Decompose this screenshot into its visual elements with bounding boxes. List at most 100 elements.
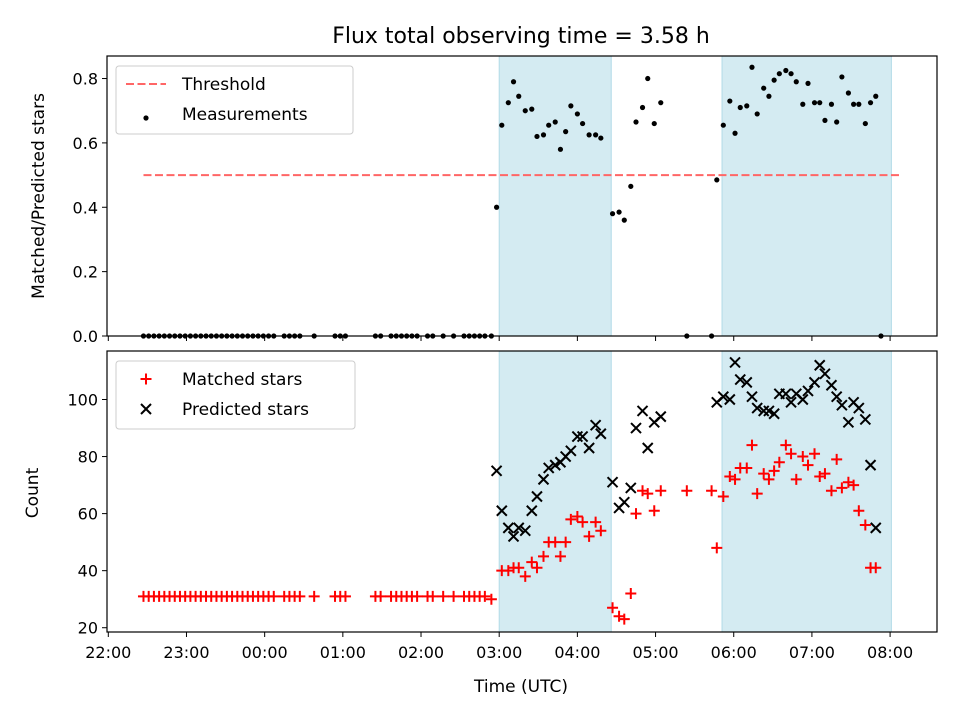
x-tick-label: 22:00 bbox=[85, 643, 131, 662]
y-tick-label: 20 bbox=[78, 619, 98, 638]
measurement-point bbox=[609, 211, 616, 217]
measurement-point bbox=[579, 120, 586, 127]
measurement-point bbox=[505, 100, 511, 106]
predicted-star-point bbox=[519, 525, 531, 537]
y-tick-label: 0.4 bbox=[73, 198, 98, 217]
legend-label: Matched stars bbox=[182, 370, 302, 390]
matched-star-point bbox=[729, 473, 741, 485]
measurement-point bbox=[586, 132, 592, 138]
matched-star-point bbox=[427, 590, 439, 602]
measurement-point bbox=[851, 101, 857, 107]
matched-star-point bbox=[485, 593, 497, 605]
measurement-point bbox=[552, 119, 558, 125]
matched-star-point bbox=[790, 473, 802, 485]
measurement-point bbox=[811, 100, 818, 106]
legend-box bbox=[115, 360, 356, 430]
measurement-point bbox=[856, 101, 862, 107]
matched-star-point bbox=[836, 482, 848, 494]
matched-star-point bbox=[513, 562, 525, 574]
matched-star-point bbox=[549, 536, 561, 548]
measurement-point bbox=[720, 122, 726, 128]
measurement-point bbox=[557, 146, 564, 152]
predicted-star-point bbox=[513, 522, 525, 534]
measurement-point bbox=[714, 177, 720, 183]
matched-star-point bbox=[780, 439, 792, 451]
matched-star-point bbox=[768, 465, 780, 477]
measurement-point bbox=[621, 217, 627, 223]
measurement-point bbox=[737, 104, 743, 111]
chart-layer: 0.0 0.2 0.4 0.6 0.8 Threshold Measurements 20 40… bbox=[67, 55, 938, 662]
matched-star-point bbox=[519, 570, 531, 582]
x-tick-label: 04:00 bbox=[554, 643, 600, 662]
measurement-point bbox=[540, 132, 547, 138]
matched-star-point bbox=[741, 462, 753, 474]
predicted-star-point bbox=[606, 476, 619, 488]
measurement-point bbox=[522, 108, 528, 114]
matched-star-point bbox=[819, 468, 831, 480]
matched-star-point bbox=[595, 525, 607, 537]
matched-star-point bbox=[571, 510, 583, 522]
matched-star-point bbox=[758, 468, 770, 480]
y-tick-label: 0.8 bbox=[73, 70, 98, 89]
predicted-star-point bbox=[768, 408, 780, 420]
matched-star-point bbox=[583, 530, 595, 542]
legend-matched-swatch bbox=[140, 373, 152, 385]
x-tick-label: 00:00 bbox=[242, 643, 288, 662]
matched-star-point bbox=[526, 556, 538, 568]
predicted-star-point bbox=[797, 393, 809, 406]
matched-star-point bbox=[797, 451, 809, 463]
matched-star-point bbox=[802, 459, 814, 471]
predicted-star-point bbox=[853, 402, 865, 414]
matched-star-point bbox=[717, 490, 729, 502]
predicted-star-point bbox=[751, 402, 763, 414]
x-tick-label: 06:00 bbox=[711, 643, 757, 662]
matched-star-point bbox=[537, 550, 549, 562]
top-y-axis-label: Matched/Predicted stars bbox=[29, 93, 49, 299]
predicted-star-point bbox=[729, 356, 741, 369]
measurement-point bbox=[805, 80, 811, 86]
measurement-point bbox=[598, 135, 604, 141]
predicted-star-point bbox=[780, 388, 792, 400]
matched-star-point bbox=[870, 562, 882, 574]
matched-star-point bbox=[308, 590, 320, 602]
legend-box bbox=[115, 65, 354, 135]
measurement-point bbox=[749, 64, 755, 70]
y-tick-label: 0.0 bbox=[73, 327, 98, 346]
y-tick-label: 100 bbox=[67, 390, 98, 409]
measurement-point bbox=[593, 132, 599, 138]
predicted-star-point bbox=[842, 416, 855, 429]
x-tick-label: 07:00 bbox=[789, 643, 835, 662]
bottom-y-axis-label: Count bbox=[23, 467, 43, 518]
measurement-point bbox=[834, 119, 840, 125]
measurement-point bbox=[744, 103, 750, 109]
x-tick-label: 03:00 bbox=[476, 643, 522, 662]
measurement-point bbox=[651, 120, 657, 127]
predicted-star-point bbox=[543, 462, 555, 474]
measurement-point bbox=[732, 130, 738, 136]
predicted-star-point bbox=[537, 473, 550, 486]
predicted-star-point bbox=[636, 405, 649, 417]
y-tick-label: 80 bbox=[78, 448, 98, 467]
predicted-star-point bbox=[526, 505, 538, 517]
matched-star-point bbox=[618, 613, 630, 625]
y-tick-label: 60 bbox=[78, 505, 98, 524]
matched-star-point bbox=[531, 562, 543, 574]
matched-star-point bbox=[825, 485, 837, 497]
matched-star-point bbox=[809, 448, 821, 460]
measurement-point bbox=[817, 100, 823, 106]
predicted-star-point bbox=[717, 390, 730, 403]
predicted-star-point bbox=[502, 522, 515, 534]
measurement-point bbox=[574, 111, 580, 117]
measurement-point bbox=[754, 111, 760, 117]
matched-star-point bbox=[831, 453, 843, 465]
predicted-star-point bbox=[741, 376, 753, 389]
predicted-star-point bbox=[757, 405, 770, 417]
matched-star-point bbox=[411, 590, 423, 602]
predicted-star-point bbox=[490, 465, 503, 477]
matched-star-point bbox=[711, 542, 723, 554]
matched-star-point bbox=[554, 550, 566, 562]
predicted-star-point bbox=[734, 373, 746, 386]
measurement-point bbox=[761, 85, 767, 91]
measurement-point bbox=[563, 129, 569, 135]
measurement-point bbox=[529, 106, 535, 112]
